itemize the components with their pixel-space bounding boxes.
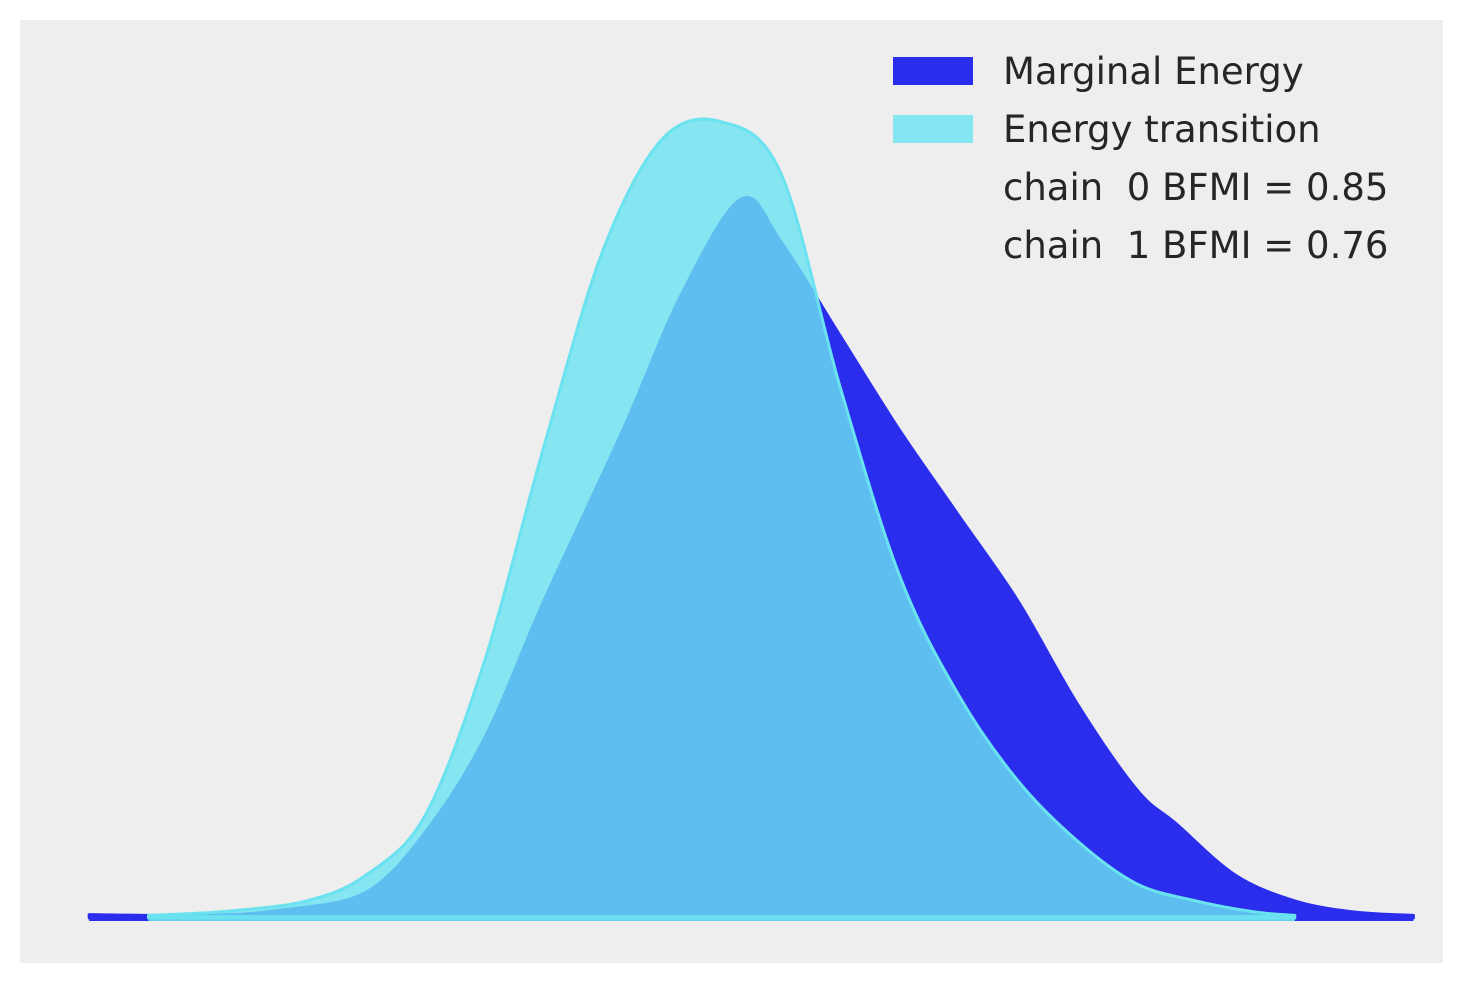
legend-label-marginal-energy: Marginal Energy — [1003, 50, 1304, 93]
legend-swatch-marginal-energy — [893, 57, 973, 85]
series-layer — [87, 117, 1415, 921]
density-area-energy-transition — [147, 117, 1297, 920]
legend: Marginal Energy Energy transition chain … — [893, 50, 1388, 267]
legend-swatch-energy-transition — [893, 115, 973, 143]
legend-label-energy-transition: Energy transition — [1003, 108, 1321, 151]
legend-bfmi-chain-0: chain 0 BFMI = 0.85 — [1003, 166, 1388, 209]
legend-bfmi-chain-1: chain 1 BFMI = 0.76 — [1003, 224, 1388, 267]
